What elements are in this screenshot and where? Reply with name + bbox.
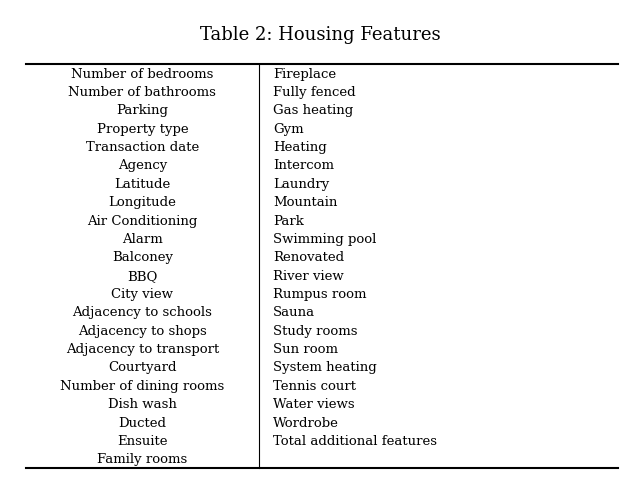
Text: Number of dining rooms: Number of dining rooms — [60, 379, 225, 392]
Text: Sun room: Sun room — [273, 342, 339, 355]
Text: Family rooms: Family rooms — [97, 452, 188, 465]
Text: Laundry: Laundry — [273, 178, 330, 191]
Text: Adjacency to schools: Adjacency to schools — [72, 306, 212, 319]
Text: Study rooms: Study rooms — [273, 324, 358, 337]
Text: Parking: Parking — [116, 104, 168, 117]
Text: Sauna: Sauna — [273, 306, 316, 319]
Text: Balconey: Balconey — [112, 251, 173, 264]
Text: Number of bathrooms: Number of bathrooms — [68, 86, 216, 99]
Text: Table 2: Housing Features: Table 2: Housing Features — [200, 26, 440, 44]
Text: System heating: System heating — [273, 360, 377, 374]
Text: Swimming pool: Swimming pool — [273, 232, 377, 245]
Text: Fully fenced: Fully fenced — [273, 86, 356, 99]
Text: Ensuite: Ensuite — [117, 434, 168, 447]
Text: Adjacency to transport: Adjacency to transport — [66, 342, 219, 355]
Text: Renovated: Renovated — [273, 251, 344, 264]
Text: Courtyard: Courtyard — [108, 360, 177, 374]
Text: Adjacency to shops: Adjacency to shops — [78, 324, 207, 337]
Text: River view: River view — [273, 269, 344, 282]
Text: City view: City view — [111, 288, 173, 300]
Text: Mountain: Mountain — [273, 196, 338, 209]
Text: Rumpus room: Rumpus room — [273, 288, 367, 300]
Text: Tennis court: Tennis court — [273, 379, 356, 392]
Text: Number of bedrooms: Number of bedrooms — [71, 68, 214, 81]
Text: Air Conditioning: Air Conditioning — [87, 214, 198, 227]
Text: Wordrobe: Wordrobe — [273, 416, 339, 429]
Text: Transaction date: Transaction date — [86, 141, 199, 154]
Text: Intercom: Intercom — [273, 159, 334, 172]
Text: Gym: Gym — [273, 122, 304, 135]
Text: Ducted: Ducted — [118, 416, 166, 429]
Text: Heating: Heating — [273, 141, 327, 154]
Text: Latitude: Latitude — [115, 178, 170, 191]
Text: Alarm: Alarm — [122, 232, 163, 245]
Text: Dish wash: Dish wash — [108, 397, 177, 410]
Text: Park: Park — [273, 214, 304, 227]
Text: Agency: Agency — [118, 159, 167, 172]
Text: Gas heating: Gas heating — [273, 104, 353, 117]
Text: Water views: Water views — [273, 397, 355, 410]
Text: Longitude: Longitude — [108, 196, 177, 209]
Text: Property type: Property type — [97, 122, 188, 135]
Text: BBQ: BBQ — [127, 269, 157, 282]
Text: Total additional features: Total additional features — [273, 434, 437, 447]
Text: Fireplace: Fireplace — [273, 68, 337, 81]
